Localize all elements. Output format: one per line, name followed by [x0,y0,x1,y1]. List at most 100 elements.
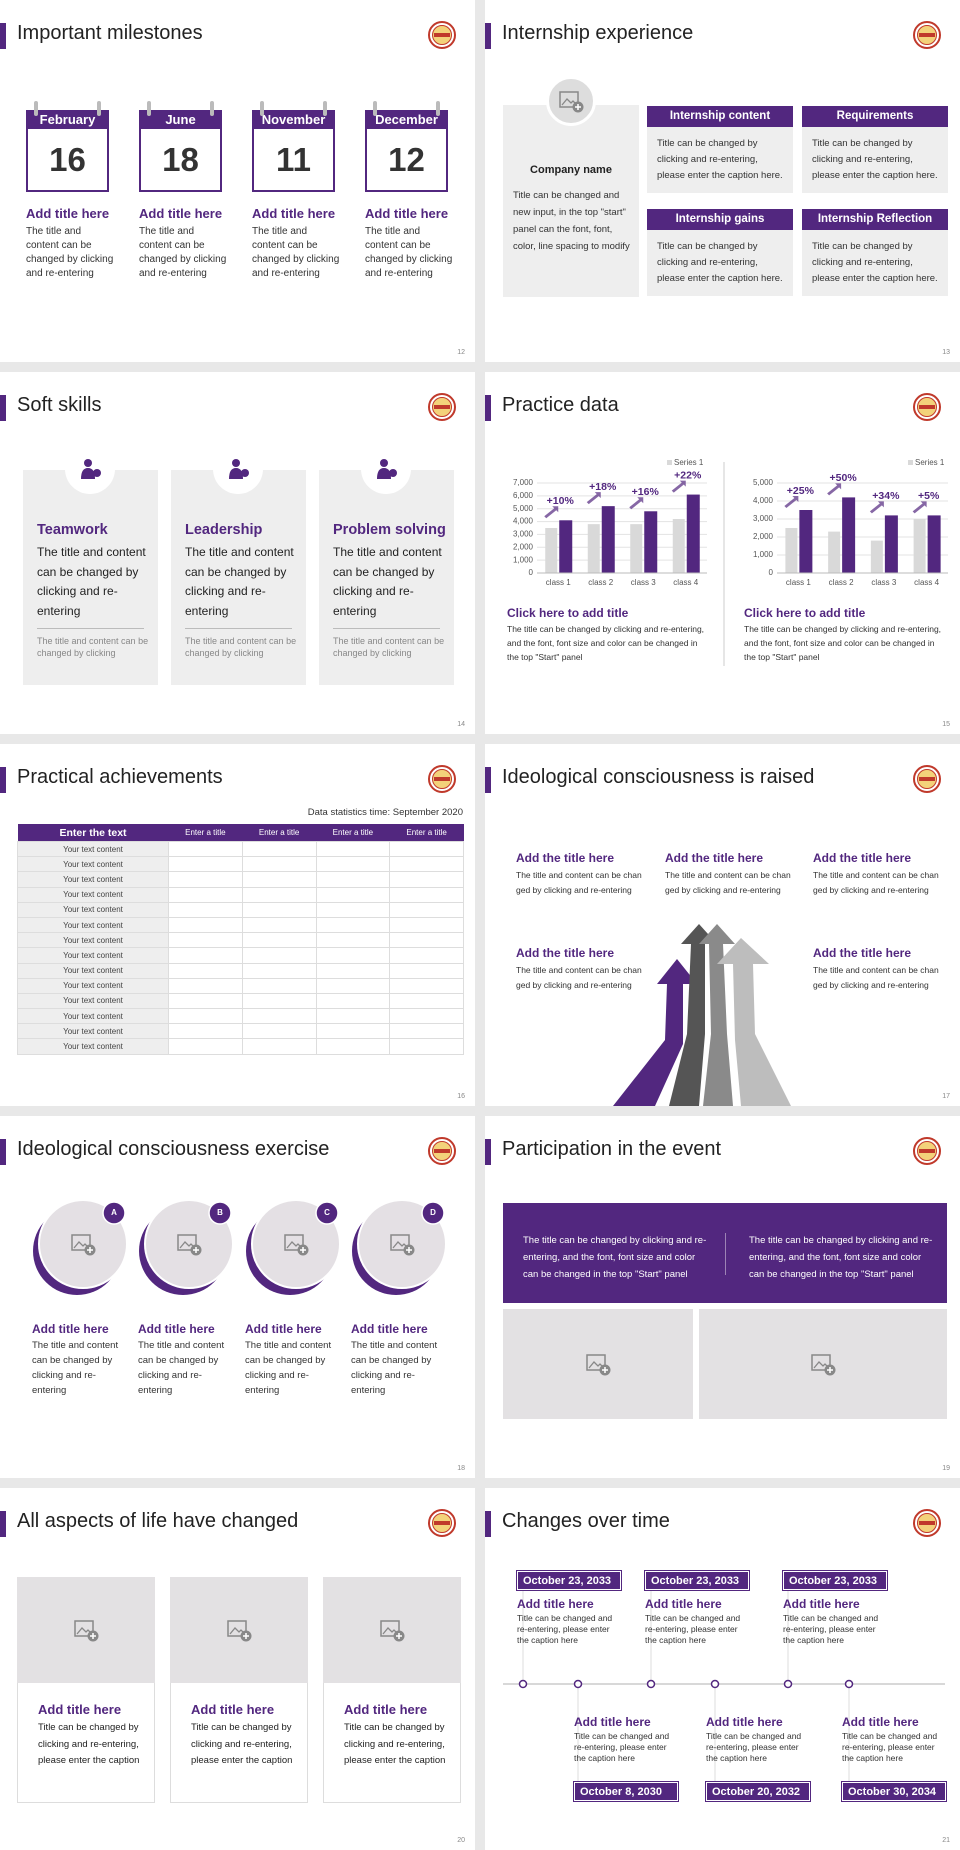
panel-title: Click here to add title [744,606,866,620]
image-icon-plus [827,1367,833,1373]
graphic-svg [428,1137,456,1165]
image-placeholder [699,1309,947,1419]
slide: Ideological consciousness exercise 18 A B C D… [0,1116,475,1478]
image-placeholder [323,1577,461,1683]
table-cell [241,886,317,903]
legend-swatch [667,460,672,465]
title-bar [485,767,491,793]
image-icon-frame [559,91,579,108]
graphic-svg [586,1354,611,1376]
image-placeholder [17,1577,155,1683]
graphic-svg [71,1234,96,1256]
icon-accent [389,469,397,477]
bar [545,528,558,573]
circle-image [144,1199,234,1289]
date-tag: October 23, 2033 [783,1571,887,1590]
table-row: Your text content [17,932,464,949]
graphic-svg [613,924,791,1106]
legend-label: Series 1 [915,458,945,467]
table-cell [241,932,317,949]
bar [559,520,573,573]
page-number: 13 [942,349,950,356]
badge [421,1201,445,1225]
table-cell [241,962,317,979]
divider [37,628,144,629]
table-cell [241,901,317,918]
logo-band [919,33,935,37]
page-number: 20 [457,1837,465,1844]
card-title: Add title here [139,206,223,221]
company-name: Company name [530,164,612,176]
y-tick-label: 7,000 [513,478,534,487]
annotation-arrow [671,480,686,493]
event-text: Title can be changed and re-entering, pl… [517,1613,613,1645]
y-tick-label: 0 [769,568,774,577]
card-title: Add title here [365,206,449,221]
graphic [227,1619,253,1643]
bar [913,519,926,573]
event-title: Add title here [645,1597,722,1611]
image-icon-frame [74,1620,94,1637]
graphic [74,1619,100,1643]
calendar-ring [210,101,214,116]
slide: Participation in the event 19 The title ca… [485,1116,960,1478]
page-number: 12 [457,349,465,356]
timeline-dot [518,1679,528,1689]
slide: Important milestones 12 February 16 Add titl… [0,0,475,362]
skill-card [23,470,158,685]
table-cell [315,1038,391,1055]
table-cell [168,916,243,934]
graphic-svg [74,1620,99,1642]
card-title: Add title here [191,1702,275,1717]
slide-title: Practice data [502,394,619,416]
slide: Changes over time 21 October 23, 2033 Add t… [485,1488,960,1850]
page-number: 17 [942,1093,950,1100]
badge-label: D [430,1208,436,1217]
skill-title: Leadership [185,522,263,538]
graphic [380,1619,406,1643]
image-circle [546,76,596,126]
x-tick-label: class 1 [546,578,571,587]
graphic-svg [811,1354,836,1376]
annotation-arrow [827,483,842,496]
table-cell [389,840,464,858]
slide: Ideological consciousness is raised 17 Add… [485,744,960,1106]
table-cell [241,871,317,888]
image-icon-mountain [382,1627,399,1635]
image-icon-frame [71,1234,91,1251]
slide: Practice data 15 0 1,000 2,000 3,000 4,000 5,00… [485,372,960,734]
item-text: The title and content can be changed by … [138,1340,225,1396]
box-text: Title can be changed by clicking and re-… [812,138,938,181]
page-number: 18 [457,1465,465,1472]
image-placeholder [170,1577,308,1683]
title-bar [485,23,491,49]
bar [644,511,658,573]
annotation: +16% [632,486,660,498]
bar [686,494,700,573]
calendar-ring [373,101,377,116]
table-row: Your text content [17,962,464,979]
page-number: 19 [942,1465,950,1472]
table-cell: Your text content [17,992,169,1010]
graphic [428,765,456,793]
slide-title: Internship experience [502,22,694,44]
bar [799,510,813,573]
y-tick-label: 4,000 [753,496,774,505]
icon-body [229,468,243,479]
table-cell [168,1038,243,1055]
page-number: 16 [457,1093,465,1100]
calendar-ring [147,101,151,116]
table-row: Your text content [17,856,464,873]
item-title: Add title here [245,1322,322,1336]
y-tick-label: 0 [529,568,534,577]
table-cell [241,856,317,873]
box-body [647,127,793,193]
graphic: 0 1,000 2,000 3,000 4,000 5,000 6,000 7,000 clas… [485,372,960,734]
table-cell [315,856,391,873]
image-icon-mountain [229,1627,246,1635]
x-tick-label: class 3 [871,578,896,587]
event-title: Add title here [574,1715,651,1729]
table-cell [168,856,243,873]
graphic-svg: 0 1,000 2,000 3,000 4,000 5,000 6,000 7,000 clas… [513,458,948,666]
